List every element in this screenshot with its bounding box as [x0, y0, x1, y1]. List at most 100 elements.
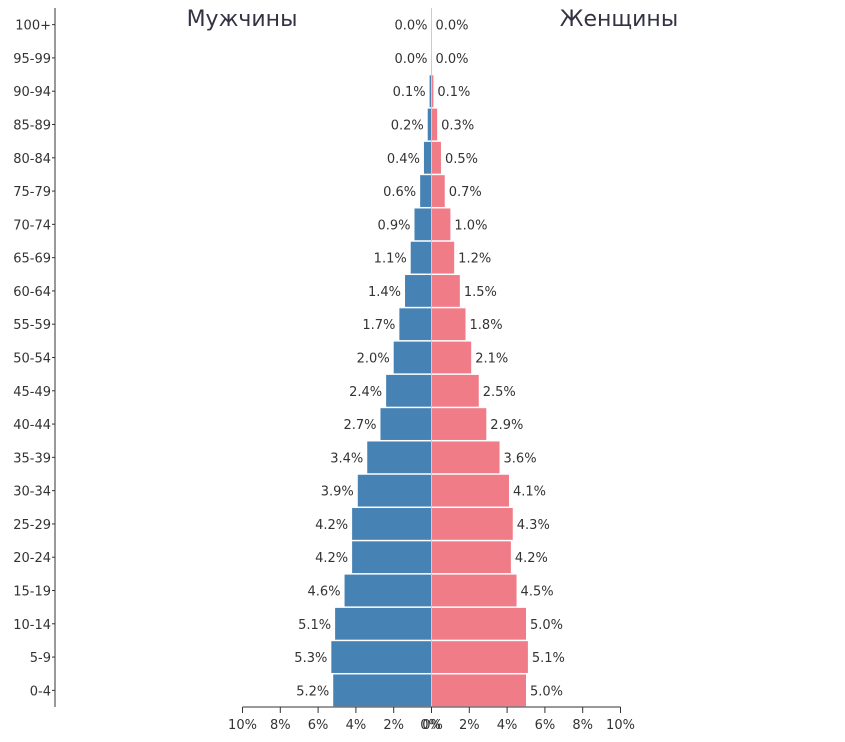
female-value-label: 5.1%	[532, 651, 565, 666]
male-value-label: 0.2%	[391, 119, 424, 134]
x-tick-label: 4%	[497, 718, 518, 733]
female-value-label: 0.3%	[441, 119, 474, 134]
male-value-label: 3.4%	[330, 451, 363, 466]
age-label-45-49: 45-49	[13, 385, 51, 400]
male-bar-75-79	[420, 175, 432, 207]
female-bar-45-49	[431, 374, 479, 407]
female-value-label: 3.6%	[504, 451, 537, 466]
male-value-label: 5.1%	[298, 618, 331, 633]
x-tick-label: 10%	[606, 718, 635, 733]
male-value-label: 0.6%	[383, 185, 416, 200]
male-value-label: 5.3%	[294, 651, 327, 666]
male-bar-10-14	[335, 607, 432, 640]
male-value-label: 1.4%	[368, 285, 401, 300]
x-tick-label: 8%	[270, 718, 291, 733]
age-label-25-29: 25-29	[13, 518, 51, 533]
male-value-label: 0.0%	[394, 19, 427, 34]
male-value-label: 0.0%	[394, 52, 427, 67]
male-value-label: 3.9%	[321, 485, 354, 500]
female-bar-80-84	[431, 141, 441, 174]
female-bar-55-59	[431, 308, 466, 341]
female-bar-65-69	[431, 241, 455, 274]
male-bar-30-34	[357, 474, 432, 507]
age-label-20-24: 20-24	[13, 551, 51, 566]
female-value-label: 1.2%	[458, 252, 491, 267]
x-tick-label: 4%	[346, 718, 367, 733]
male-bar-90-94	[429, 75, 432, 108]
male-value-label: 1.7%	[362, 318, 395, 333]
female-value-label: 4.5%	[521, 585, 554, 600]
male-value-label: 0.9%	[377, 218, 410, 233]
female-bar-85-89	[431, 108, 438, 141]
x-tick-label: 6%	[535, 718, 556, 733]
female-bar-75-79	[431, 175, 445, 207]
age-label-65-69: 65-69	[13, 252, 51, 267]
female-bar-20-24	[431, 541, 511, 574]
age-label-30-34: 30-34	[13, 485, 51, 500]
male-bar-15-19	[344, 574, 432, 607]
female-value-label: 4.2%	[515, 551, 548, 566]
female-bar-60-64	[431, 275, 460, 307]
age-label-5-9: 5-9	[30, 651, 51, 666]
male-value-label: 0.1%	[393, 85, 426, 100]
male-bar-0-4	[333, 674, 432, 707]
male-bars	[331, 8, 432, 707]
age-label-70-74: 70-74	[13, 218, 51, 233]
male-bar-65-69	[410, 241, 432, 274]
male-value-label: 2.0%	[357, 352, 390, 367]
female-value-label: 1.5%	[464, 285, 497, 300]
age-label-55-59: 55-59	[13, 318, 51, 333]
female-value-label: 2.9%	[490, 418, 523, 433]
female-value-label: 0.1%	[437, 85, 470, 100]
female-bar-25-29	[431, 508, 513, 540]
female-bar-90-94	[431, 75, 434, 108]
age-label-60-64: 60-64	[13, 285, 51, 300]
male-value-label: 2.4%	[349, 385, 382, 400]
female-value-label: 4.1%	[513, 485, 546, 500]
age-label-75-79: 75-79	[13, 185, 51, 200]
male-bar-40-44	[380, 408, 432, 440]
age-label-80-84: 80-84	[13, 152, 51, 167]
female-value-label: 0.5%	[445, 152, 478, 167]
female-bar-5-9	[431, 641, 528, 673]
male-bar-60-64	[405, 275, 432, 307]
female-bar-30-34	[431, 474, 509, 507]
female-value-label: 0.0%	[436, 52, 469, 67]
male-value-label: 0.4%	[387, 152, 420, 167]
male-value-label: 4.2%	[315, 551, 348, 566]
female-value-label: 1.8%	[470, 318, 503, 333]
age-label-95-99: 95-99	[13, 52, 51, 67]
female-value-label: 2.1%	[475, 352, 508, 367]
female-bar-35-39	[431, 441, 500, 474]
male-bar-70-74	[414, 208, 432, 241]
female-value-label: 0.7%	[449, 185, 482, 200]
x-tick-label: 10%	[228, 718, 257, 733]
male-bar-5-9	[331, 641, 432, 673]
age-label-85-89: 85-89	[13, 119, 51, 134]
age-label-90-94: 90-94	[13, 85, 51, 100]
male-value-label: 5.2%	[296, 684, 329, 699]
male-bar-50-54	[393, 341, 432, 374]
x-tick-label: 0%	[420, 718, 441, 733]
age-label-10-14: 10-14	[13, 618, 51, 633]
age-label-15-19: 15-19	[13, 585, 51, 600]
female-value-label: 4.3%	[517, 518, 550, 533]
male-bar-25-29	[352, 508, 432, 540]
female-value-label: 1.0%	[454, 218, 487, 233]
x-tick-label: 2%	[383, 718, 404, 733]
female-bar-0-4	[431, 674, 526, 707]
male-bar-85-89	[427, 108, 432, 141]
x-axis: 10% 8% 6% 4% 2% 0%0% 2% 4% 6% 8% 10%	[228, 706, 635, 733]
female-bar-15-19	[431, 574, 517, 607]
male-bar-35-39	[367, 441, 432, 474]
female-bar-70-74	[431, 208, 451, 241]
female-bars	[431, 8, 528, 707]
female-value-label: 0.0%	[436, 19, 469, 34]
age-label-50-54: 50-54	[13, 352, 51, 367]
male-bar-45-49	[386, 374, 432, 407]
age-label-100+: 100+	[15, 19, 51, 34]
male-bar-55-59	[399, 308, 432, 341]
male-title: Мужчины	[187, 7, 298, 32]
x-tick-label: 6%	[308, 718, 329, 733]
